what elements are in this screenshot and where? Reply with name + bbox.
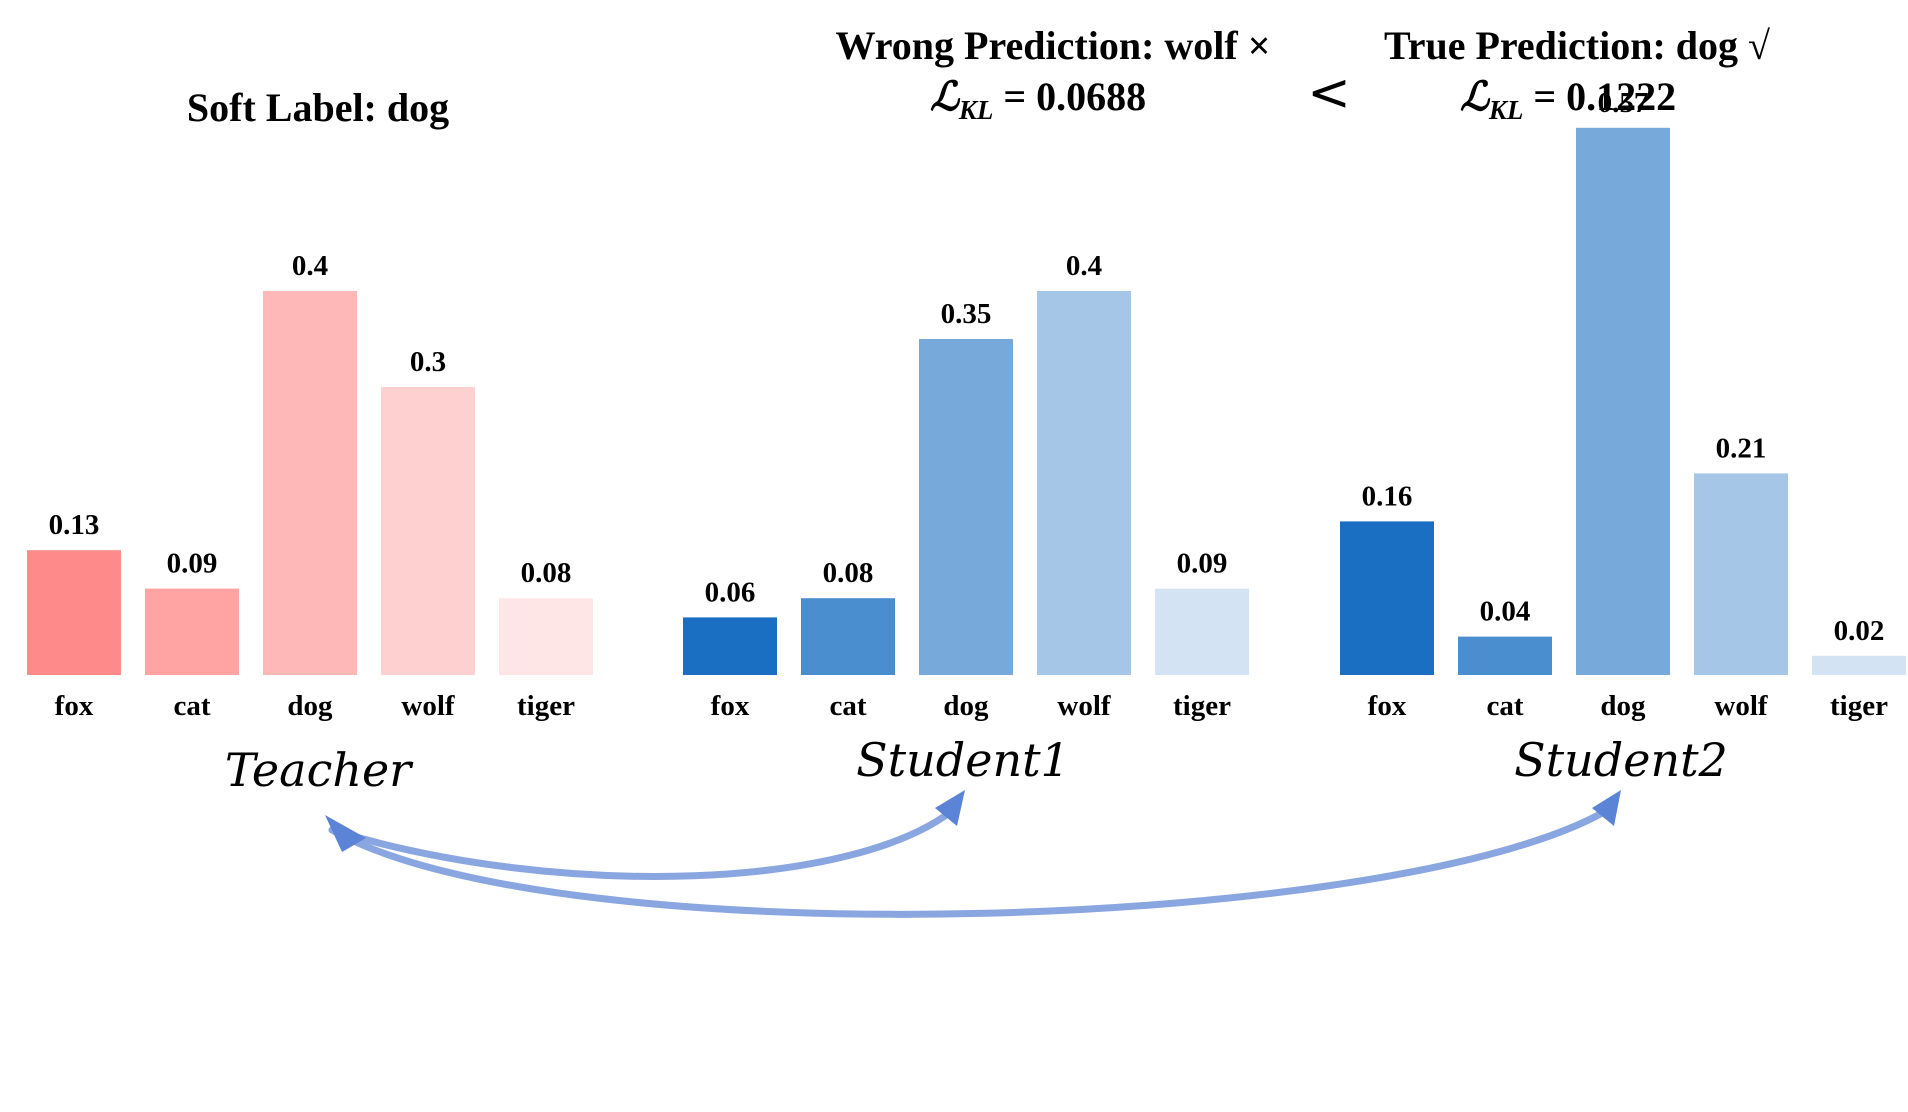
student2-value-label-tiger: 0.02 (1834, 615, 1885, 647)
student1-value-label-fox: 0.06 (705, 576, 756, 608)
student1-category-label-fox: fox (711, 690, 750, 722)
arrowhead-teacher (325, 815, 366, 852)
student2-category-label-wolf: wolf (1714, 690, 1768, 722)
wrong-loss-formula: ℒKL = 0.0688 (930, 74, 1146, 125)
student2-category-label-tiger: tiger (1830, 690, 1888, 722)
teacher-chart-title: Teacher (225, 743, 414, 797)
student2-value-label-fox: 0.16 (1362, 480, 1413, 512)
teacher-value-label-cat: 0.09 (167, 548, 218, 580)
true-prediction-title: True Prediction: dog √ (1384, 23, 1770, 68)
teacher-value-label-fox: 0.13 (49, 509, 100, 541)
student2-value-label-dog: 0.57 (1598, 87, 1649, 119)
student1-bar-group: 0.06 fox 0.08 cat 0.35 dog 0.4 wolf 0.09 tiger Stu… (683, 250, 1249, 787)
teacher-bar-fox (27, 550, 121, 675)
teacher-bar-wolf (381, 387, 475, 675)
student1-chart-title: Student1 (856, 733, 1070, 787)
student2-bar-cat (1458, 636, 1552, 675)
student1-bar-wolf (1037, 291, 1131, 675)
teacher-category-label-fox: fox (55, 690, 94, 722)
teacher-bar-tiger (499, 598, 593, 675)
student1-value-label-cat: 0.08 (823, 557, 874, 589)
wrong-loss-symbol: ℒ (930, 74, 961, 119)
arrow-teacher-student2 (328, 802, 1618, 918)
teacher-bar-cat (145, 588, 239, 675)
teacher-value-label-wolf: 0.3 (410, 346, 446, 378)
teacher-value-label-tiger: 0.08 (521, 557, 572, 589)
student1-value-label-dog: 0.35 (941, 298, 992, 330)
wrong-loss-subscript: KL (958, 95, 994, 125)
student2-value-label-cat: 0.04 (1480, 596, 1531, 628)
teacher-category-label-cat: cat (173, 690, 210, 722)
teacher-bar-dog (263, 291, 357, 675)
arrow-teacher-student1 (328, 802, 962, 880)
student1-value-label-wolf: 0.4 (1066, 250, 1102, 282)
teacher-category-label-wolf: wolf (401, 690, 455, 722)
student1-bar-cat (801, 598, 895, 675)
student2-chart-title: Student2 (1514, 733, 1728, 787)
arrowhead-student2 (1592, 790, 1621, 826)
true-loss-value: = 0.1222 (1533, 74, 1676, 119)
student2-value-label-wolf: 0.21 (1716, 432, 1767, 464)
soft-label-title: Soft Label: dog (187, 85, 449, 130)
teacher-bar-group: 0.13 fox 0.09 cat 0.4 dog 0.3 wolf 0.08 tiger Teac… (27, 250, 593, 797)
teacher-category-label-tiger: tiger (517, 690, 575, 722)
student1-bar-tiger (1155, 588, 1249, 675)
bar-groups: 0.13 fox 0.09 cat 0.4 dog 0.3 wolf 0.08 tiger Teac… (27, 87, 1906, 797)
student2-category-label-fox: fox (1368, 690, 1407, 722)
comparison-arrows (325, 790, 1621, 918)
less-than-sign: < (1307, 63, 1351, 123)
teacher-value-label-dog: 0.4 (292, 250, 328, 282)
student1-category-label-wolf: wolf (1057, 690, 1111, 722)
student1-bar-dog (919, 339, 1013, 675)
wrong-prediction-title: Wrong Prediction: wolf × (836, 23, 1271, 68)
student2-bar-group: 0.16 fox 0.04 cat 0.57 dog 0.21 wolf 0.02 tiger St… (1340, 87, 1906, 787)
true-loss-subscript: KL (1488, 95, 1524, 125)
student2-bar-wolf (1694, 473, 1788, 675)
student2-bar-tiger (1812, 655, 1906, 675)
student1-category-label-cat: cat (829, 690, 866, 722)
student2-bar-dog (1576, 127, 1670, 676)
student2-category-label-cat: cat (1486, 690, 1523, 722)
student1-value-label-tiger: 0.09 (1177, 548, 1228, 580)
wrong-loss-value: = 0.0688 (1003, 74, 1146, 119)
student1-bar-fox (683, 617, 777, 675)
true-loss-formula: ℒKL = 0.1222 (1460, 74, 1676, 125)
student1-category-label-dog: dog (943, 690, 989, 722)
student2-bar-fox (1340, 521, 1434, 675)
student1-category-label-tiger: tiger (1173, 690, 1231, 722)
arrowhead-student1 (935, 790, 965, 826)
teacher-category-label-dog: dog (287, 690, 333, 722)
true-loss-symbol: ℒ (1460, 74, 1491, 119)
student2-category-label-dog: dog (1600, 690, 1646, 722)
